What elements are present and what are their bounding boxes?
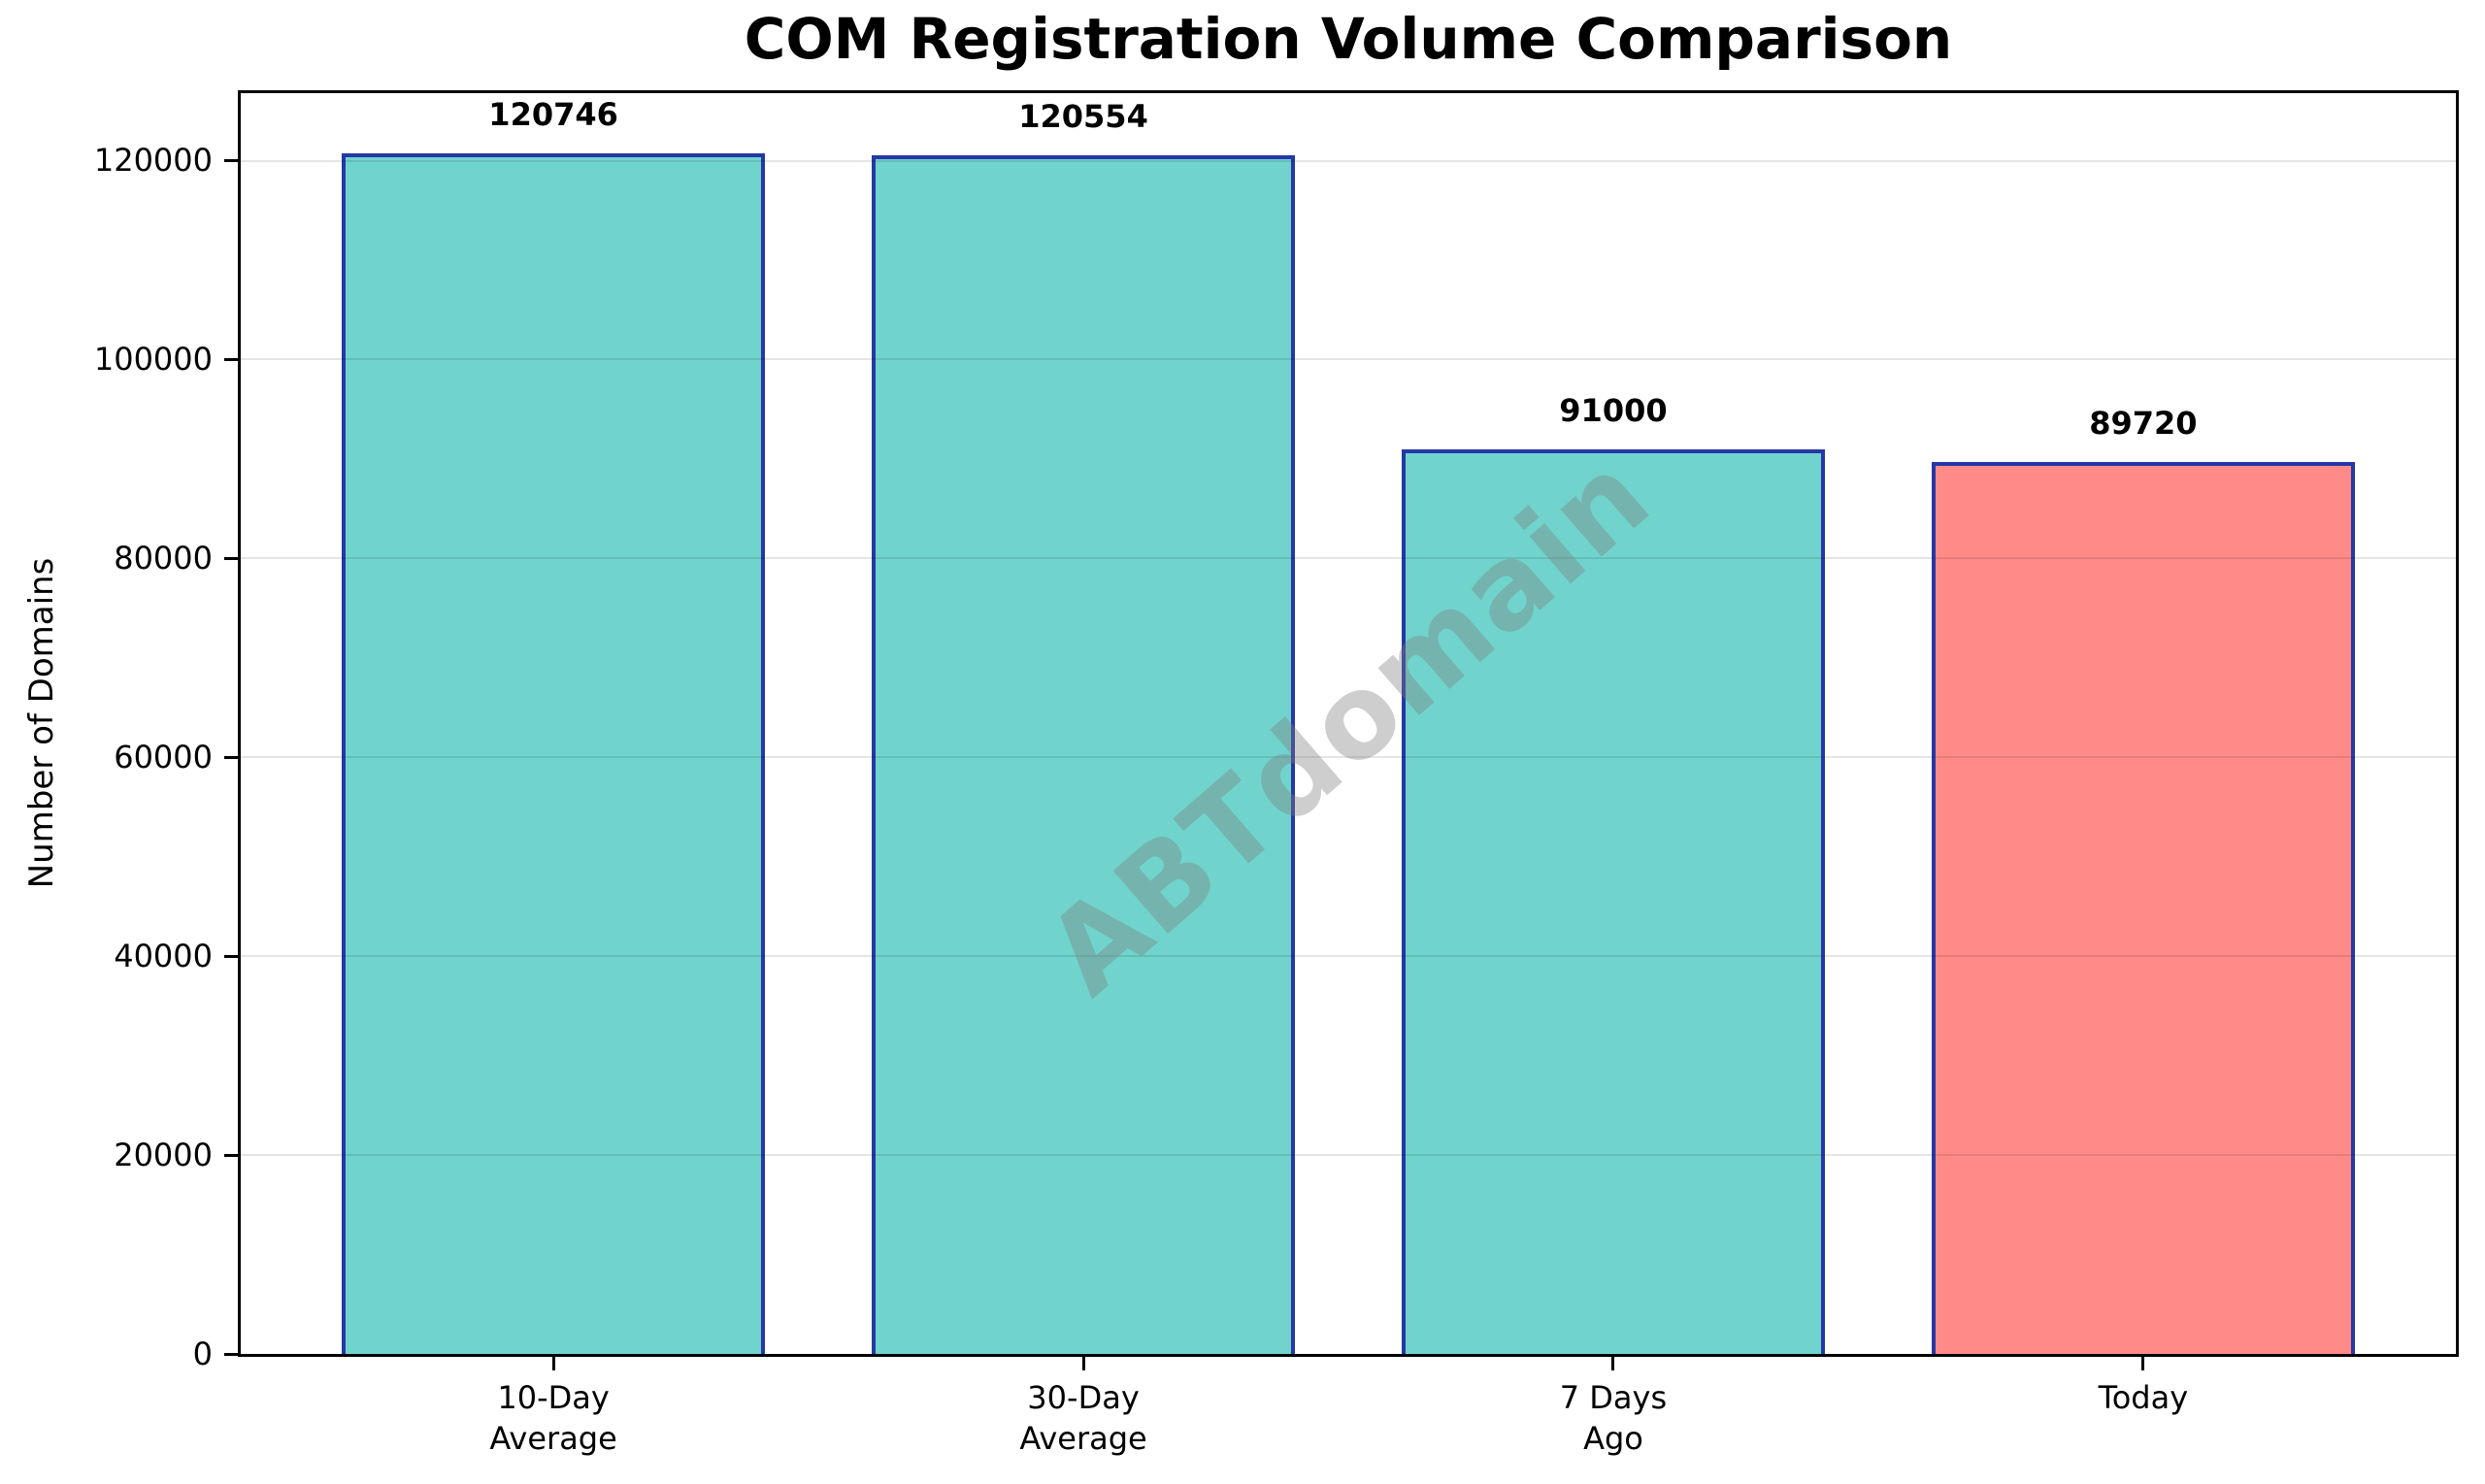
- y-tick-mark: [224, 357, 238, 361]
- y-tick-mark: [224, 755, 238, 759]
- x-tick-label: Today: [2098, 1379, 2189, 1416]
- x-tick-label: 7 Days Ago: [1559, 1379, 1668, 1457]
- bar-2: [871, 154, 1296, 1354]
- y-tick-label: 20000: [114, 1137, 213, 1174]
- x-tick-mark: [1081, 1357, 1085, 1370]
- bar-4: [1931, 461, 2356, 1354]
- x-tick-mark: [2141, 1357, 2145, 1370]
- y-tick-mark: [224, 1153, 238, 1157]
- y-tick-label: 40000: [114, 938, 213, 975]
- y-tick-mark: [224, 158, 238, 162]
- chart-title: COM Registration Volume Comparison: [744, 6, 1953, 72]
- y-tick-label: 120000: [93, 142, 213, 180]
- gridline-40000: [241, 955, 2456, 958]
- y-tick-label: 100000: [93, 341, 213, 379]
- gridline-80000: [241, 557, 2456, 560]
- gridline-20000: [241, 1154, 2456, 1157]
- x-tick-mark: [1611, 1357, 1615, 1370]
- bar-value-label: 120554: [1018, 97, 1148, 135]
- bar-value-label: 91000: [1559, 391, 1668, 429]
- y-tick-mark: [224, 1352, 238, 1356]
- y-tick-label: 60000: [114, 739, 213, 776]
- y-tick-mark: [224, 954, 238, 958]
- bar-value-label: 120746: [488, 95, 618, 133]
- y-tick-label: 0: [192, 1336, 213, 1372]
- x-tick-label: 30-Day Average: [1019, 1379, 1147, 1457]
- plot-area: ABTdomain: [238, 90, 2459, 1357]
- y-tick-mark: [224, 556, 238, 560]
- x-tick-label: 10-Day Average: [489, 1379, 617, 1457]
- bar-value-label: 89720: [2089, 404, 2198, 442]
- y-tick-label: 80000: [114, 540, 213, 577]
- x-tick-mark: [551, 1357, 555, 1370]
- gridline-100000: [241, 358, 2456, 361]
- y-axis-label: Number of Domains: [22, 557, 61, 889]
- bar-1: [341, 152, 766, 1354]
- gridline-60000: [241, 756, 2456, 759]
- bar-3: [1401, 448, 1826, 1354]
- gridline-120000: [241, 159, 2456, 162]
